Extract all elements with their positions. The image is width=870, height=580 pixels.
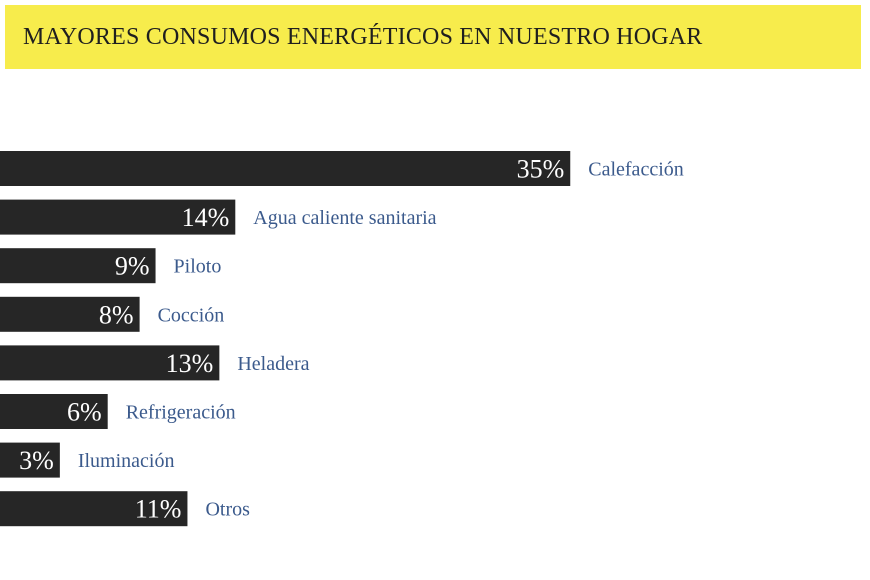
value-label-2: 9% <box>115 252 150 281</box>
category-label-1: Agua caliente sanitaria <box>253 207 436 229</box>
value-label-0: 35% <box>517 155 565 184</box>
category-label-6: Iluminación <box>78 450 175 472</box>
bar-4 <box>0 345 220 381</box>
value-label-6: 3% <box>19 446 54 475</box>
category-label-3: Cocción <box>158 304 225 326</box>
bar-0 <box>0 151 571 186</box>
bar-6 <box>0 442 60 478</box>
bar-1 <box>0 199 236 235</box>
category-label-4: Heladera <box>237 353 309 375</box>
bar-5 <box>0 394 108 429</box>
value-label-7: 11% <box>135 495 182 524</box>
value-label-1: 14% <box>182 203 230 232</box>
category-label-5: Refrigeración <box>126 402 236 424</box>
bar-3 <box>0 296 140 332</box>
bar-2 <box>0 248 156 284</box>
category-label-0: Calefacción <box>588 159 684 181</box>
category-label-2: Piloto <box>174 256 222 278</box>
value-label-3: 8% <box>99 300 134 329</box>
chart-title: MAYORES CONSUMOS ENERGÉTICOS EN NUESTRO … <box>23 23 703 50</box>
value-label-4: 13% <box>166 349 214 378</box>
value-label-5: 6% <box>67 398 102 427</box>
category-label-7: Otros <box>205 499 250 521</box>
bar-7 <box>0 491 188 527</box>
title-banner: MAYORES CONSUMOS ENERGÉTICOS EN NUESTRO … <box>5 5 861 69</box>
